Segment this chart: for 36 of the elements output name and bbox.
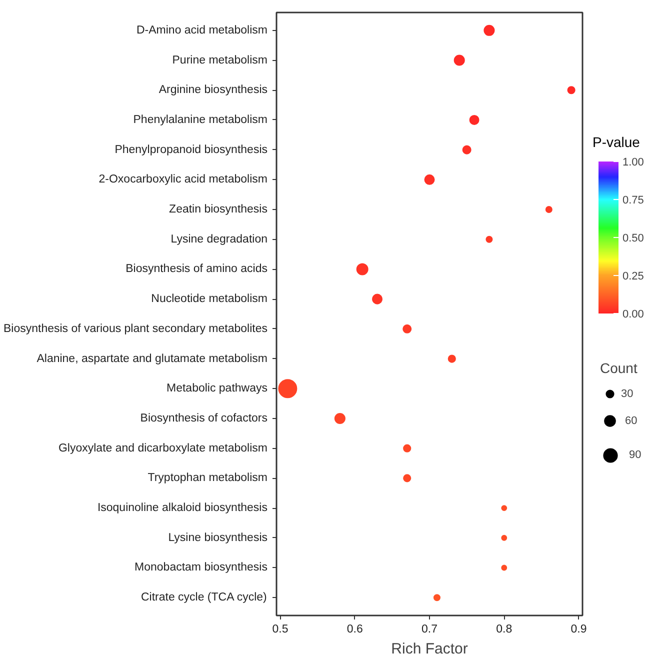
y-tick-label: Tryptophan metabolism [148,472,268,484]
y-tick-label: Alanine, aspartate and glutamate metabolism [36,352,268,365]
legend-label: 30 [621,388,634,400]
legend-title: Count [600,360,638,376]
x-axis-title: Rich Factor [391,640,468,658]
color-bar-label: 0.50 [622,232,644,244]
y-tick-label: Monobactam biosynthesis [134,562,268,574]
color-bar-title: P-value [592,134,640,150]
y-tick-label: Glyoxylate and dicarboxylate metabolism [58,442,268,454]
y-tick-label: Citrate cycle (TCA cycle) [140,592,268,604]
y-tick-label: Lysine degradation [170,233,268,246]
color-bar-label: 1.00 [622,156,644,168]
y-tick-label: Phenylpropanoid biosynthesis [114,144,268,156]
color-bar-label: 0.25 [622,270,644,282]
x-tick-label: 0.9 [570,624,587,636]
legend-label: 60 [625,414,638,426]
y-tick-label: Isoquinoline alkaloid biosynthesis [97,502,268,514]
color-bar-label: 0.75 [622,194,644,206]
x-tick-label: 0.8 [496,624,512,636]
y-tick-label: Biosynthesis of amino acids [126,263,268,276]
y-tick-label: Arginine biosynthesis [158,84,268,96]
y-tick-label: Biosynthesis of cofactors [140,412,268,424]
legend-label: 90 [629,449,642,461]
y-tick-label: Metabolic pathways [166,382,268,395]
y-tick-label: D-Amino acid metabolism [136,24,268,36]
color-bar-label: 0.00 [622,308,644,320]
x-tick-label: 0.6 [346,624,363,636]
y-tick-label: Zeatin biosynthesis [169,204,268,216]
x-tick-label: 0.5 [272,624,288,636]
y-tick-label: Biosynthesis of various plant secondary metabolites [4,322,268,335]
y-tick-label: Phenylalanine metabolism [133,114,268,126]
y-tick-label: Nucleotide metabolism [151,293,268,306]
x-tick-label: 0.7 [422,624,438,636]
y-tick-label: 2-Oxocarboxylic acid metabolism [98,174,268,186]
y-tick-label: Lysine biosynthesis [168,532,268,544]
y-tick-label: Purine metabolism [172,54,268,66]
